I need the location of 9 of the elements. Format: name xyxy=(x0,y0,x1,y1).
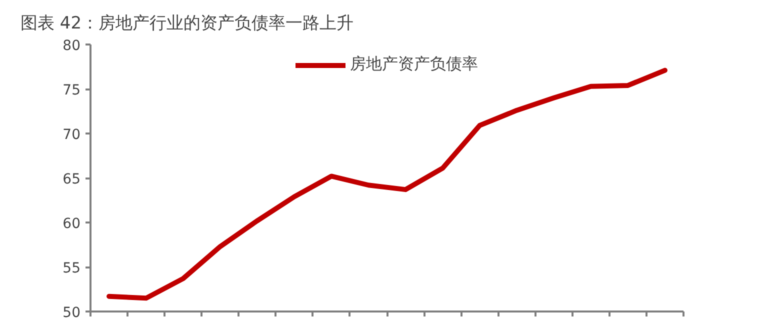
chart-title: 图表 42：房地产行业的资产负债率一路上升 xyxy=(20,14,354,34)
y-tick-label: 50 xyxy=(62,305,81,321)
y-tick-label: 75 xyxy=(62,82,81,98)
y-tick-label: 80 xyxy=(62,38,81,54)
legend-label: 房地产资产负债率 xyxy=(350,54,478,75)
y-tick-label: 60 xyxy=(62,216,81,232)
y-tick-label: 55 xyxy=(62,260,81,276)
y-tick-label: 70 xyxy=(62,127,81,143)
y-tick-label: 65 xyxy=(62,172,81,188)
